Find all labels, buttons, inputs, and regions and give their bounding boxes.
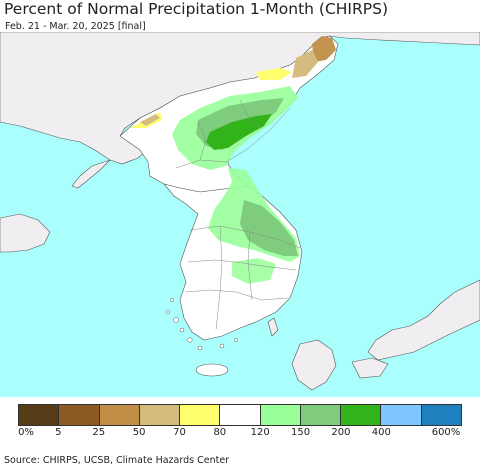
legend-tick-label: 600% bbox=[431, 427, 461, 438]
yellow-strip-north bbox=[256, 68, 292, 80]
legend-tick-label: 200 bbox=[331, 427, 351, 438]
legend-tick-label: 120 bbox=[250, 427, 270, 438]
legend-tick-label: 70 bbox=[173, 427, 186, 438]
legend-swatch bbox=[99, 405, 140, 425]
legend-tick-label: 50 bbox=[132, 427, 146, 438]
legend-swatch bbox=[381, 405, 422, 425]
legend bbox=[18, 404, 462, 426]
legend-tick-label: 150 bbox=[290, 427, 311, 438]
liaodong-peninsula bbox=[71, 159, 111, 189]
japan-kyushu bbox=[291, 339, 337, 391]
japan-honshu bbox=[367, 279, 480, 361]
legend-tick-label: 0% bbox=[18, 427, 34, 438]
precipitation-map bbox=[0, 32, 480, 397]
dry-area-northeast-tan bbox=[292, 50, 318, 78]
legend-swatch bbox=[180, 405, 221, 425]
medium-green-south bbox=[240, 200, 298, 256]
legend-tick-label: 80 bbox=[213, 427, 227, 438]
legend-swatch bbox=[300, 405, 342, 425]
legend-tick-label: 25 bbox=[92, 427, 106, 438]
legend-labels: 0% 5 25 50 70 80 120 150 200 400 600% bbox=[18, 427, 462, 441]
legend-swatch bbox=[19, 405, 60, 425]
legend-tick-label: 5 bbox=[55, 427, 62, 438]
light-green-southwest bbox=[232, 258, 276, 284]
map-title: Percent of Normal Precipitation 1-Month … bbox=[4, 0, 388, 18]
legend-swatch bbox=[260, 405, 301, 425]
legend-swatch bbox=[139, 405, 181, 425]
dry-area-northeast bbox=[312, 36, 336, 62]
tsushima-island bbox=[267, 317, 279, 337]
japan-shikoku bbox=[351, 357, 389, 379]
legend-swatch bbox=[59, 405, 100, 425]
legend-swatch bbox=[341, 405, 382, 425]
legend-tick-label: 400 bbox=[371, 427, 391, 438]
shandong-peninsula bbox=[0, 213, 51, 253]
legend-swatch bbox=[421, 405, 461, 425]
province-borders bbox=[175, 99, 301, 331]
legend-swatch bbox=[220, 405, 261, 425]
source-note: Source: CHIRPS, UCSB, Climate Hazards Ce… bbox=[4, 455, 230, 466]
tan-strip-west-coast bbox=[140, 114, 160, 126]
legend-colorbar bbox=[18, 404, 462, 426]
southwest-islands bbox=[166, 297, 239, 351]
jeju-island bbox=[195, 363, 229, 377]
dark-green-north bbox=[206, 114, 272, 150]
map-subtitle: Feb. 21 - Mar. 20, 2025 [final] bbox=[5, 21, 146, 32]
